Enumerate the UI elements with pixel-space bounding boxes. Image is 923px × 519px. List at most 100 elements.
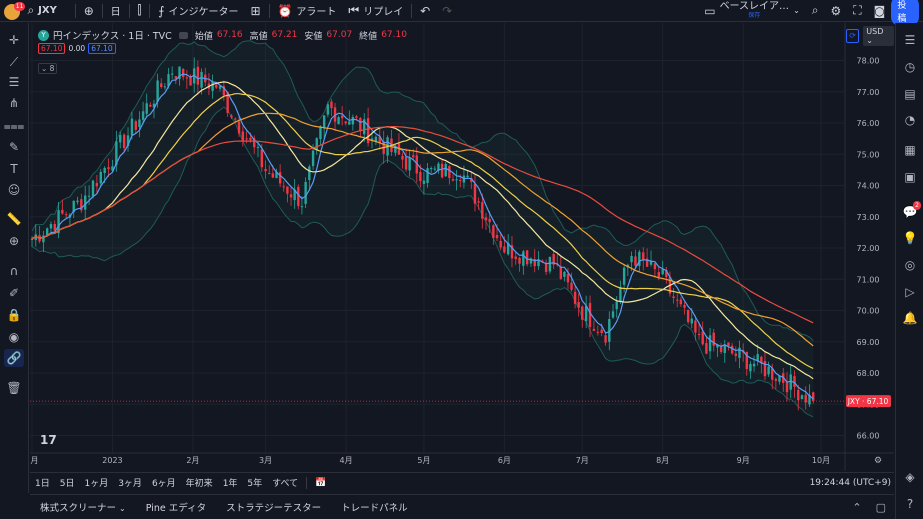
candle-body	[404, 156, 408, 170]
chart-pane[interactable]: 78.00 77.00 76.00 75.00 74.00 73.00 72.00 71.00…	[30, 23, 894, 471]
chat-icon[interactable]: 💬 2	[902, 201, 921, 219]
lock-icon[interactable]: 🔒	[6, 308, 22, 322]
quick-search-button[interactable]: ⌕	[806, 0, 825, 22]
candle-body	[115, 141, 118, 166]
news-icon[interactable]: ▣	[904, 170, 916, 184]
drawing-toolbar: ✛ ⟋ ☰ ⋔ ⩶ ✎ T ☺ 📏 ⊕ ∩ ✐ 🔒 ◉ 🔗 🗑	[0, 23, 29, 493]
link-icon[interactable]: 🔗	[4, 349, 24, 367]
lock-drawing-icon[interactable]: ✐	[8, 286, 20, 300]
tab-trading-panel[interactable]: トレードパネル	[341, 503, 408, 514]
tab-screener[interactable]: 株式スクリーナー ⌄	[30, 500, 136, 514]
range-3m[interactable]: 3ヶ月	[118, 479, 142, 489]
candle-body	[440, 163, 444, 178]
magnet-icon[interactable]: ∩	[9, 264, 19, 278]
candle-body	[419, 171, 422, 182]
indicators-collapse-button[interactable]: ⌄ 8	[38, 63, 58, 74]
tab-pine-editor[interactable]: Pine エディタ	[145, 503, 207, 514]
candle-body	[466, 175, 469, 178]
symbol-search-button[interactable]: ⌕ JXY	[21, 0, 62, 22]
tab-strategy-tester[interactable]: ストラテジーテスター	[226, 503, 322, 514]
interval-button[interactable]: 日	[110, 7, 121, 18]
ideas-icon[interactable]: 💡	[902, 231, 918, 245]
candle-body	[470, 178, 473, 182]
snapshot-button[interactable]: ◙	[868, 0, 892, 22]
divider	[101, 3, 103, 18]
eye-icon[interactable]: ◉	[8, 330, 20, 344]
help-icon[interactable]: ?	[906, 497, 914, 511]
candle-body	[286, 186, 289, 194]
range-1y[interactable]: 1年	[222, 479, 238, 489]
axis-settings-icon[interactable]: ⚙	[874, 456, 882, 466]
candle-body	[348, 121, 351, 125]
auto-scale-icon[interactable]: ⟳	[846, 29, 860, 43]
range-1d[interactable]: 1日	[35, 479, 50, 489]
user-avatar[interactable]: 11	[4, 1, 26, 20]
layers-icon[interactable]: ◈	[905, 470, 915, 484]
chevron-up-icon[interactable]: ⌃	[852, 500, 862, 514]
range-1m[interactable]: 1ヶ月	[84, 479, 109, 489]
hotlist-icon[interactable]: ◔	[904, 113, 916, 127]
chart-type-button[interactable]: ⫿	[132, 0, 148, 22]
horizontal-lines-icon[interactable]: ☰	[8, 75, 20, 89]
trash-icon[interactable]: 🗑	[6, 381, 22, 395]
candle-body	[437, 163, 440, 171]
trend-line-icon[interactable]: ⟋	[9, 54, 19, 69]
pitchfork-icon[interactable]: ⋔	[8, 96, 20, 110]
candle-body	[249, 137, 252, 140]
x-tick-label: 10月	[812, 456, 830, 465]
series-title[interactable]: 円インデックス · 1日 · TVC	[53, 31, 172, 42]
currency-selector[interactable]: USD ⌄	[863, 26, 894, 46]
publish-button[interactable]: 投稿	[891, 0, 920, 26]
y-tick-label: 73.00	[857, 213, 880, 222]
object-tree-icon[interactable]: ▤	[904, 87, 916, 101]
high-value: 67.21	[271, 30, 298, 40]
price-chart[interactable]: 78.00 77.00 76.00 75.00 74.00 73.00 72.00 71.00…	[30, 23, 894, 471]
ma-75-line	[31, 126, 814, 324]
alert-button[interactable]: ⏰ アラート	[271, 0, 342, 22]
brush-icon[interactable]: ✎	[8, 140, 20, 154]
fullscreen-button[interactable]: ⛶	[847, 0, 867, 22]
bell-icon[interactable]: 🔔	[902, 311, 918, 325]
redo-icon: ↷	[442, 3, 453, 18]
camera-icon: ◙	[873, 3, 886, 18]
indicators-button[interactable]: ⨍ インジケーター	[152, 0, 244, 22]
undo-button[interactable]: ↶	[414, 0, 436, 22]
ruler-icon[interactable]: 📏	[6, 212, 22, 226]
range-all[interactable]: すべて	[272, 479, 299, 489]
candle-body	[679, 299, 683, 305]
watchlist-icon[interactable]: ☰	[904, 33, 916, 47]
range-5y[interactable]: 5年	[247, 479, 263, 489]
more-dots-icon[interactable]	[178, 31, 188, 39]
settings-button[interactable]: ⚙	[825, 0, 848, 22]
candle-body	[495, 235, 499, 239]
play-icon[interactable]: ▷	[905, 285, 915, 299]
redo-button[interactable]: ↷	[436, 0, 458, 22]
candle-body	[344, 121, 347, 124]
range-5d[interactable]: 5日	[59, 479, 75, 489]
range-6m[interactable]: 6ヶ月	[151, 479, 176, 489]
clock-time[interactable]: 19:24:44 (UTC+9)	[809, 477, 891, 488]
goto-date-icon[interactable]: 📅	[315, 477, 327, 488]
alerts-clock-icon[interactable]: ◷	[904, 60, 916, 74]
candle-body	[61, 209, 64, 214]
sell-button[interactable]: 67.10	[38, 43, 66, 54]
templates-button[interactable]: ⊞	[245, 0, 267, 22]
buy-button[interactable]: 67.10	[88, 43, 116, 54]
text-icon[interactable]: T	[10, 162, 18, 176]
range-ytd[interactable]: 年初来	[185, 479, 213, 489]
compare-button[interactable]: ⊕	[78, 0, 100, 22]
streams-icon[interactable]: ◎	[904, 258, 916, 272]
candle-body	[563, 271, 566, 277]
x-tick-label: 2023	[102, 456, 122, 465]
zoom-in-icon[interactable]: ⊕	[8, 234, 20, 248]
crosshair-icon[interactable]: ✛	[8, 33, 20, 47]
tradingview-logo-icon[interactable]: 17	[40, 433, 57, 447]
replay-button[interactable]: ⏮ リプレイ	[342, 0, 409, 22]
candle-body	[95, 182, 99, 187]
emoji-icon[interactable]: ☺	[7, 183, 21, 197]
calendar-icon[interactable]: ▦	[904, 143, 916, 157]
layout-button[interactable]: ▭ ベースレイア… 保存 ⌄	[698, 0, 806, 22]
maximize-icon[interactable]: ▢	[875, 500, 886, 514]
x-tick-label: 4月	[340, 456, 353, 465]
fib-icon[interactable]: ⩶	[3, 118, 25, 133]
